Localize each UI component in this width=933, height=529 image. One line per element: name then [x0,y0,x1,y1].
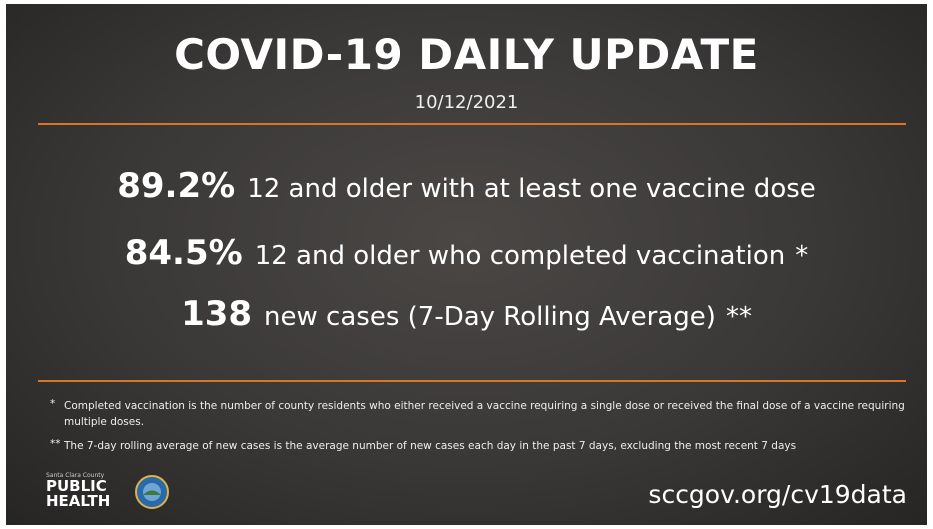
stat-value: 138 [181,294,252,334]
stat-row: 84.5% 12 and older who completed vaccinat… [6,233,927,273]
footnote-marker: * [50,396,55,412]
stat-note: ** [726,302,752,332]
footnote: **The 7-day rolling average of new cases… [64,438,914,454]
footnote-marker: ** [50,436,61,452]
stat-label: 12 and older who completed vaccination [255,241,786,271]
stat-label: new cases (7-Day Rolling Average) [264,302,716,332]
logo-line: HEALTH [46,494,116,509]
divider [38,380,906,382]
date: 10/12/2021 [6,92,927,113]
stat-note: * [795,241,808,271]
page: COVID-19 DAILY UPDATE 10/12/2021 89.2% 12… [0,0,933,529]
update-card: COVID-19 DAILY UPDATE 10/12/2021 89.2% 12… [6,4,927,525]
footnote: *Completed vaccination is the number of … [64,398,914,430]
divider [38,123,906,125]
footnote-text: Completed vaccination is the number of c… [64,400,905,428]
stat-label: 12 and older with at least one vaccine d… [247,174,816,204]
stat-value: 84.5% [125,233,243,273]
url[interactable]: sccgov.org/cv19data [648,480,907,509]
stat-value: 89.2% [117,166,235,206]
stat-row: 138 new cases (7-Day Rolling Average) ** [6,294,927,334]
title: COVID-19 DAILY UPDATE [6,30,927,79]
footnote-text: The 7-day rolling average of new cases i… [64,440,796,452]
stat-row: 89.2% 12 and older with at least one vacc… [6,166,927,206]
county-seal [134,474,170,510]
logo: Santa Clara County PUBLIC HEALTH [46,472,116,509]
